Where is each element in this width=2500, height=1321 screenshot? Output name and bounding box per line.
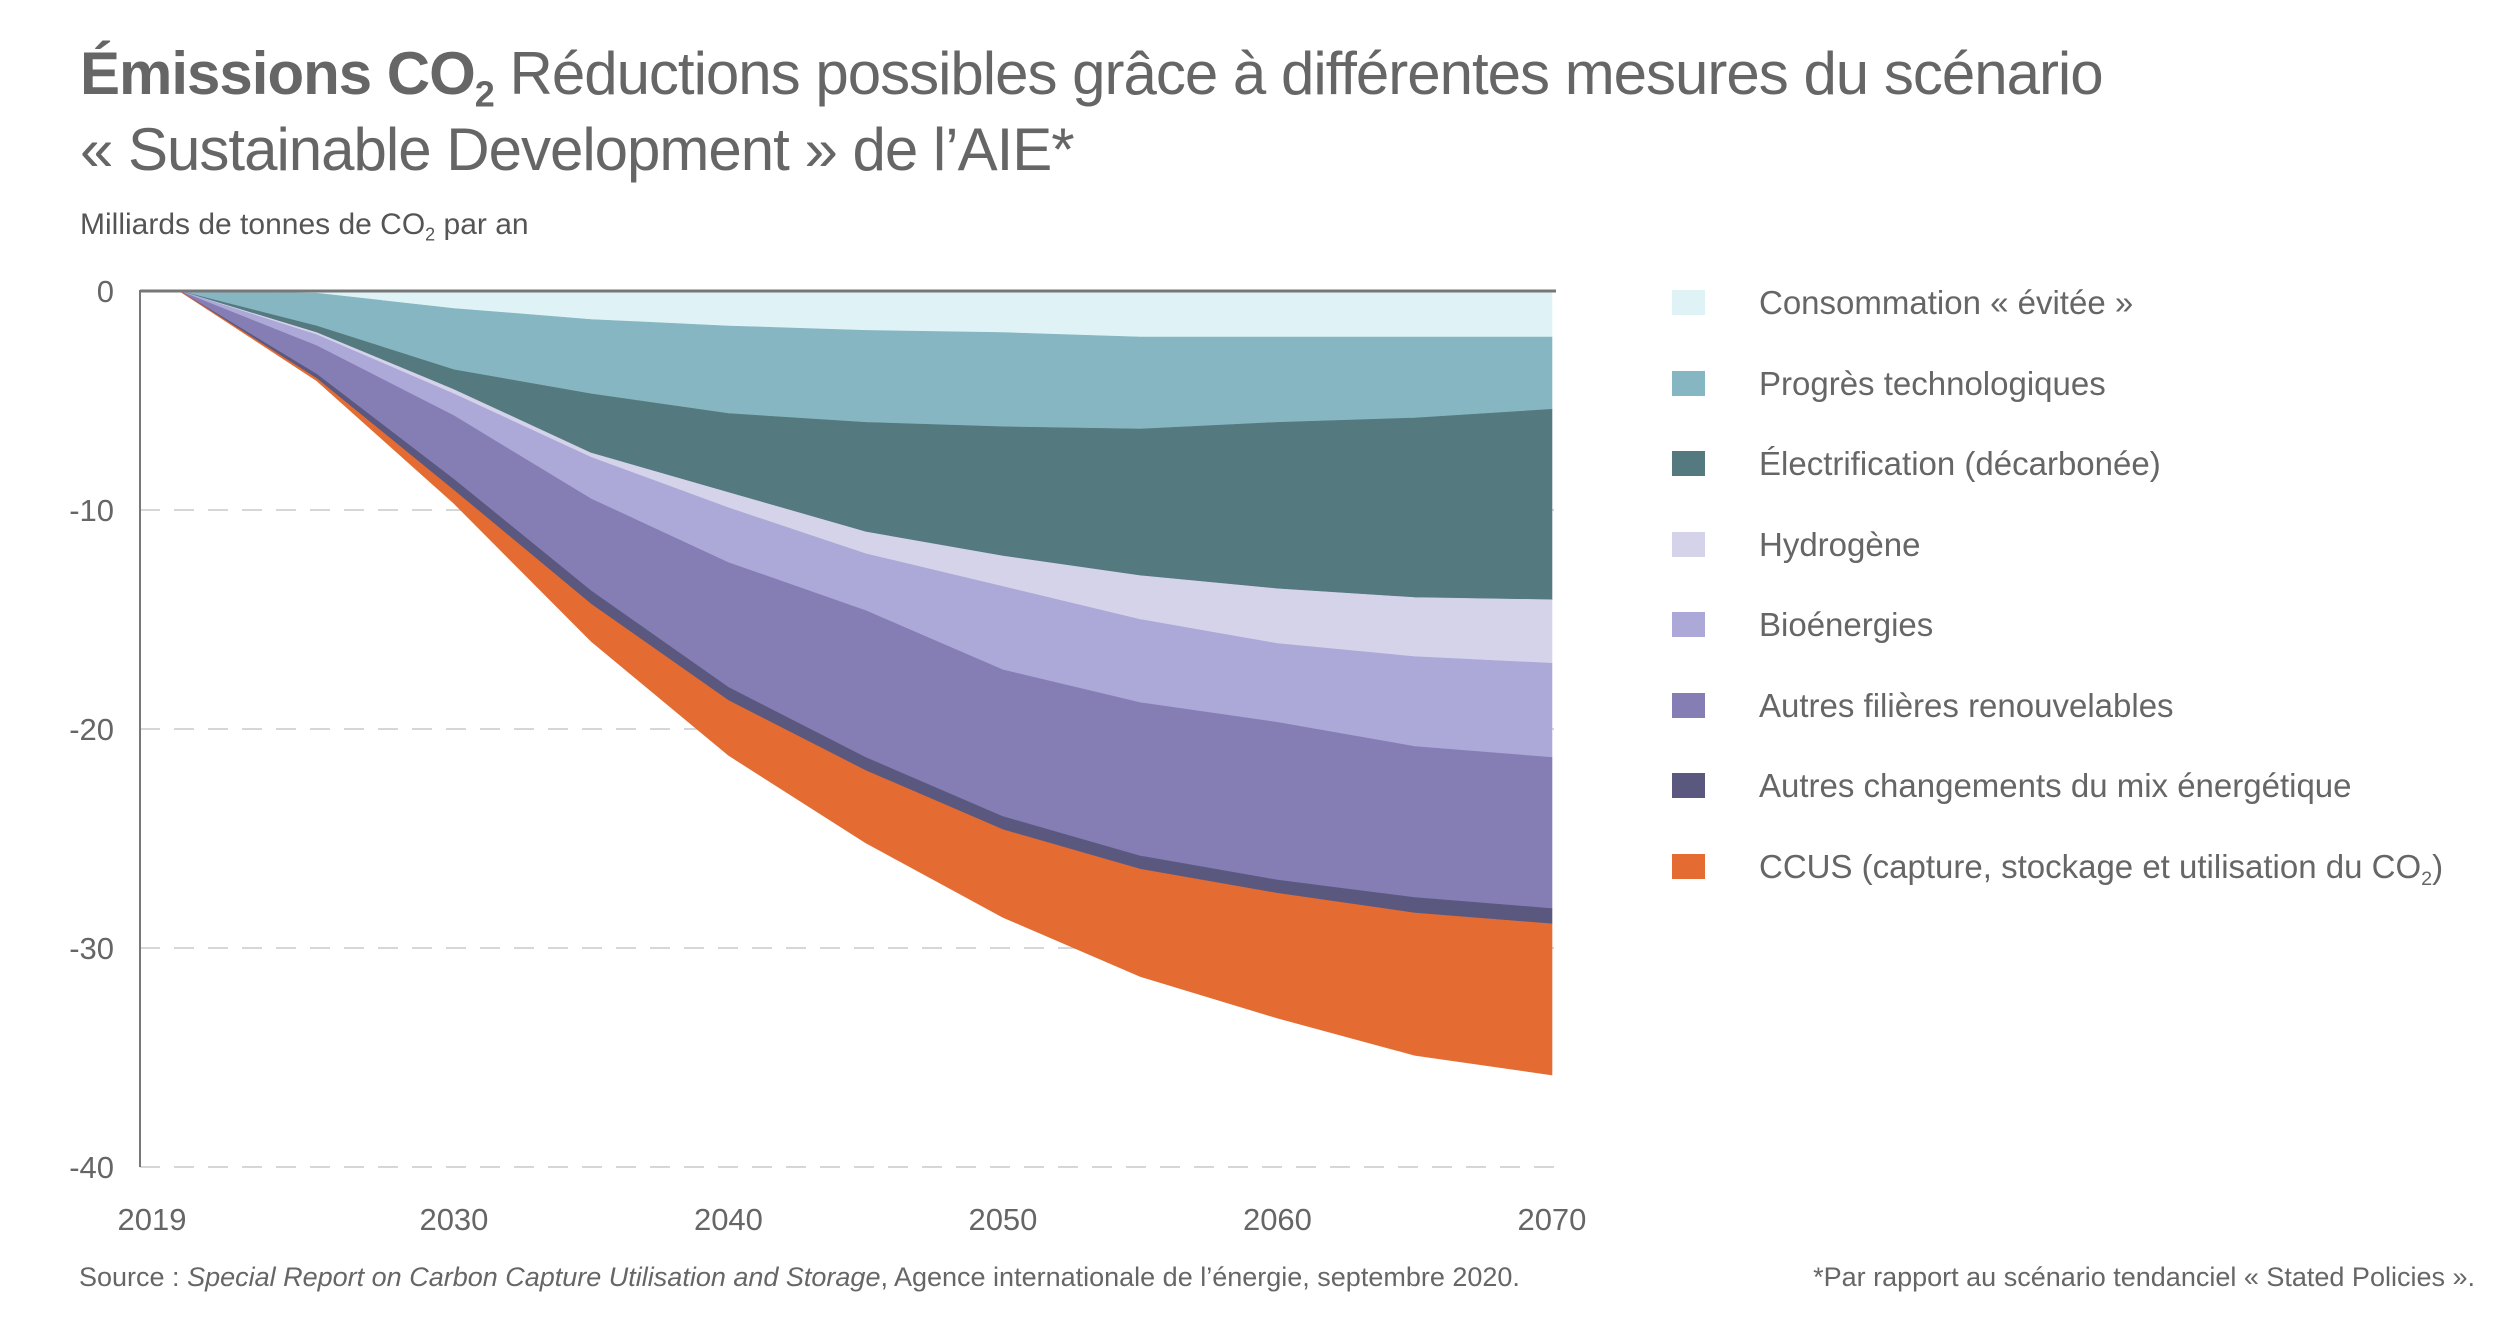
y-tick-label: -30 <box>69 931 114 966</box>
x-tick-label: 2060 <box>1243 1202 1312 1237</box>
source-note: Source : Special Report on Carbon Captur… <box>79 1262 1520 1293</box>
y-tick-label: -10 <box>69 493 114 528</box>
source-suffix: , Agence internationale de l’énergie, se… <box>880 1262 1520 1292</box>
legend-item: CCUS (capture, stockage et utilisation d… <box>1672 847 2444 931</box>
source-prefix: Source : <box>79 1262 188 1292</box>
legend-swatch <box>1672 370 1705 396</box>
area-layers <box>179 290 1553 1076</box>
legend-label: Autres changements du mix énergétique <box>1759 767 2352 804</box>
legend-swatch <box>1672 853 1705 879</box>
legend-item: Progrès technologiques <box>1672 364 2443 448</box>
legend-label: Consommation « évitée » <box>1759 284 2134 321</box>
axes <box>139 289 1556 1167</box>
legend-item: Électrification (décarbonée) <box>1672 447 2443 528</box>
legend-item: Consommation « évitée » <box>1672 286 2443 367</box>
x-tick-label: 2050 <box>968 1202 1037 1237</box>
x-tick-label: 2040 <box>694 1202 763 1237</box>
legend-swatch <box>1672 531 1705 557</box>
footnote: *Par rapport au scénario tendanciel « St… <box>1813 1262 2475 1292</box>
title-rest: Réductions possibles grâce à différentes… <box>493 40 2103 107</box>
subtitle-subscript: 2 <box>425 224 436 245</box>
y-axis-unit-label: Milliards de tonnes de CO2 par an <box>80 208 529 245</box>
y-tick-label: -20 <box>69 712 114 747</box>
x-tick-label: 2030 <box>419 1202 488 1237</box>
legend-swatch <box>1672 290 1705 315</box>
legend-item: Hydrogène <box>1672 525 2443 609</box>
legend-label: Électrification (décarbonée) <box>1759 445 2161 482</box>
legend-swatch <box>1672 612 1705 637</box>
legend-swatch <box>1672 692 1705 718</box>
legend-label: CCUS (capture, stockage et utilisation d… <box>1759 847 2444 890</box>
legend-label: Bioénergies <box>1759 606 1934 643</box>
chart-title: Émissions CO2 Réductions possibles grâce… <box>80 36 2380 188</box>
title-subscript: 2 <box>474 73 495 115</box>
title-bold: Émissions CO2 <box>80 40 495 112</box>
y-tick-label: -40 <box>69 1150 114 1185</box>
legend-item: Bioénergies <box>1672 608 2443 689</box>
title-bold-text: Émissions CO <box>80 40 476 107</box>
title-line2: « Sustainable Development » de l’AIE* <box>80 116 1075 183</box>
legend-item: Autres changements du mix énergétique <box>1672 769 2443 850</box>
legend-label: Progrès technologiques <box>1759 364 2106 402</box>
legend: Consommation « évitée » Progrès technolog… <box>1672 286 2443 930</box>
legend-swatch <box>1672 773 1705 798</box>
area-series-8 <box>179 290 1553 1076</box>
legend-item: Autres filières renouvelables <box>1672 686 2443 770</box>
x-tick-label: 2019 <box>118 1202 187 1237</box>
y-tick-label: 0 <box>97 274 114 309</box>
x-tick-label: 2070 <box>1517 1202 1586 1237</box>
legend-swatch <box>1672 451 1705 476</box>
legend-label: Autres filières renouvelables <box>1759 686 2174 724</box>
subtitle-after: par an <box>435 208 529 241</box>
subtitle-text: Milliards de tonnes de CO <box>80 208 426 241</box>
legend-label: Hydrogène <box>1759 525 1921 563</box>
source-title: Special Report on Carbon Capture Utilisa… <box>187 1262 881 1292</box>
